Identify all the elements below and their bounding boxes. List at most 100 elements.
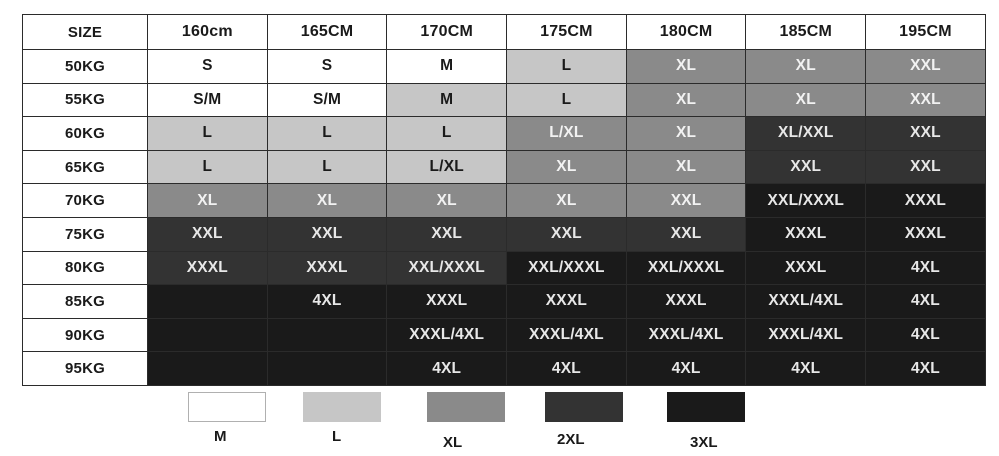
legend-label-l: L: [332, 428, 342, 445]
size-cell: XL: [625, 82, 747, 118]
size-cell: XXXL: [625, 284, 747, 319]
legend-swatch-m: [188, 392, 266, 422]
size-cell: M: [386, 49, 508, 84]
table-row: 85KG 4XL XXXL XXXL XXXL XXXL/4XL 4XL: [22, 284, 986, 319]
table-row: 60KG L L L L/XL XL XL/XXL XXL: [22, 116, 986, 151]
size-cell: 4XL: [865, 284, 986, 319]
row-header-85kg: 85KG: [22, 284, 148, 319]
size-cell: XXL: [386, 216, 508, 252]
table-row: 80KG XXXL XXXL XXL/XXXL XXL/XXXL XXL/XXXL XXXL…: [22, 250, 986, 286]
size-cell: XXXL: [745, 216, 867, 252]
row-header-70kg: 70KG: [22, 183, 148, 218]
size-cell: 4XL: [266, 284, 388, 319]
size-cell: XXL/XXXL: [506, 250, 627, 286]
size-cell: XXXL: [745, 250, 867, 286]
size-cell: XXL/XXXL: [386, 250, 508, 286]
size-cell: S/M: [266, 82, 388, 118]
row-header-90kg: 90KG: [22, 317, 148, 353]
row-header-95kg: 95KG: [22, 351, 148, 386]
size-cell: XXL: [266, 216, 388, 252]
legend-label-2xl: 2XL: [557, 431, 585, 448]
size-cell: XXXL/4XL: [506, 317, 627, 353]
size-cell: 4XL: [506, 351, 627, 386]
row-header-65kg: 65KG: [22, 149, 148, 185]
size-cell: L/XL: [386, 149, 508, 185]
table-row: 55KG S/M S/M M L XL XL XXL: [22, 82, 986, 118]
table-row: 90KG XXXL/4XL XXXL/4XL XXXL/4XL XXXL/4XL 4XL: [22, 317, 986, 353]
size-cell: XXXL/4XL: [386, 317, 508, 353]
column-header-175cm: 175CM: [506, 14, 627, 50]
size-cell: XXL: [865, 49, 986, 84]
size-cell: S/M: [147, 82, 268, 118]
size-cell: XL: [625, 49, 747, 84]
column-header-185cm: 185CM: [745, 14, 867, 50]
legend-item-xl: [427, 392, 505, 422]
size-cell: S: [147, 49, 268, 84]
size-cell: XL/XXL: [745, 116, 867, 151]
size-cell: L: [506, 49, 627, 84]
size-cell: L: [147, 149, 268, 185]
table-row: 70KG XL XL XL XL XXL XXL/XXXL XXXL: [22, 183, 986, 218]
row-header-75kg: 75KG: [22, 216, 148, 252]
size-cell: XL: [266, 183, 388, 218]
size-cell: XL: [625, 149, 747, 185]
size-cell: XXL: [625, 183, 747, 218]
size-cell: XXL: [147, 216, 268, 252]
legend-item-m: [188, 392, 266, 422]
size-cell: 4XL: [865, 250, 986, 286]
size-cell: [147, 284, 268, 319]
size-cell: XXXL/4XL: [625, 317, 747, 353]
size-cell: XXXL: [147, 250, 268, 286]
size-cell: XL: [745, 49, 867, 84]
size-cell: XXL: [865, 149, 986, 185]
size-cell: L: [506, 82, 627, 118]
column-header-170cm: 170CM: [386, 14, 508, 50]
table-header-row: SIZE 160cm 165CM 170CM 175CM 180CM 185CM 195CM: [22, 14, 986, 50]
row-header-60kg: 60KG: [22, 116, 148, 151]
column-header-180cm: 180CM: [625, 14, 747, 50]
size-cell: XXXL/4XL: [745, 317, 867, 353]
size-cell: XL: [625, 116, 747, 151]
size-cell: XL: [386, 183, 508, 218]
size-cell: XXXL: [266, 250, 388, 286]
size-cell: XXXL: [865, 216, 986, 252]
size-cell: XXXL: [506, 284, 627, 319]
size-cell: 4XL: [865, 351, 986, 386]
row-header-55kg: 55KG: [22, 82, 148, 118]
size-cell: XXXL: [865, 183, 986, 218]
legend-item-3xl: [667, 392, 745, 422]
size-cell: [266, 317, 388, 353]
size-cell: L: [147, 116, 268, 151]
size-legend: M L XL 2XL 3XL: [0, 392, 999, 456]
size-cell: XL: [147, 183, 268, 218]
legend-label-xl: XL: [443, 434, 463, 451]
size-cell: XL: [506, 183, 627, 218]
table-corner-header: SIZE: [22, 14, 148, 50]
size-cell: [147, 351, 268, 386]
column-header-195cm: 195CM: [865, 14, 986, 50]
size-cell: S: [266, 49, 388, 84]
size-cell: 4XL: [745, 351, 867, 386]
size-cell: XXL/XXXL: [745, 183, 867, 218]
size-cell: [147, 317, 268, 353]
legend-swatch-2xl: [545, 392, 623, 422]
table-row: 75KG XXL XXL XXL XXL XXL XXXL XXXL: [22, 216, 986, 252]
row-header-50kg: 50KG: [22, 49, 148, 84]
size-cell: 4XL: [386, 351, 508, 386]
table-row: 95KG 4XL 4XL 4XL 4XL 4XL: [22, 351, 986, 386]
size-cell: M: [386, 82, 508, 118]
size-cell: XXL: [625, 216, 747, 252]
size-cell: XXL: [865, 82, 986, 118]
size-cell: XXL/XXXL: [625, 250, 747, 286]
size-cell: L/XL: [506, 116, 627, 151]
size-chart-table: SIZE 160cm 165CM 170CM 175CM 180CM 185CM 195CM 5…: [22, 14, 986, 386]
size-cell: XL: [745, 82, 867, 118]
legend-swatch-3xl: [667, 392, 745, 422]
size-cell: 4XL: [625, 351, 747, 386]
size-cell: L: [266, 116, 388, 151]
size-cell: L: [386, 116, 508, 151]
row-header-80kg: 80KG: [22, 250, 148, 286]
table-row: 50KG S S M L XL XL XXL: [22, 49, 986, 84]
legend-swatch-l: [303, 392, 381, 422]
